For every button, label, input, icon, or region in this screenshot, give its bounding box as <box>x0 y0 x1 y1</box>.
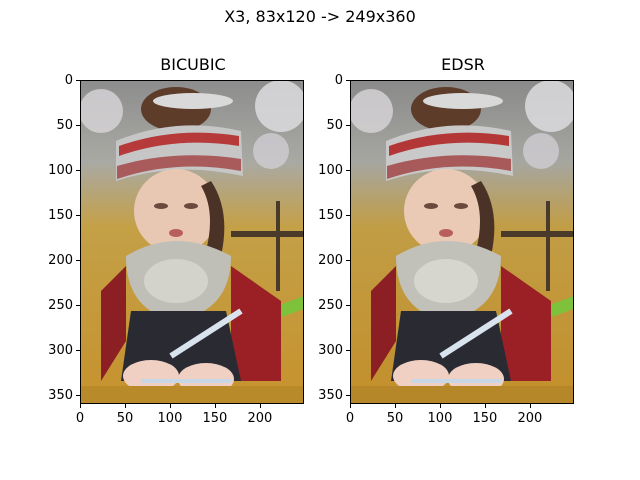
x-tick-mark <box>124 404 126 408</box>
y-tick-mark <box>346 260 350 261</box>
y-tick-label: 250 <box>318 298 343 313</box>
y-tick-label: 350 <box>318 388 343 403</box>
y-tick-mark <box>346 170 350 171</box>
y-tick-mark <box>346 395 350 396</box>
y-tick-label: 150 <box>318 208 343 223</box>
y-tick-mark <box>346 350 350 351</box>
y-tick-mark <box>346 215 350 216</box>
x-tick-label: 50 <box>386 411 404 426</box>
y-tick-label: 50 <box>56 118 73 133</box>
x-tick-label: 50 <box>116 411 134 426</box>
x-tick-label: 150 <box>202 411 228 426</box>
x-tick-label: 150 <box>472 411 498 426</box>
y-tick-mark <box>76 80 80 81</box>
y-tick-label: 100 <box>48 163 73 178</box>
image-axes <box>80 80 304 404</box>
x-tick-mark <box>169 404 171 408</box>
y-tick-mark <box>76 260 80 261</box>
y-tick-label: 50 <box>326 118 343 133</box>
y-tick-label: 300 <box>48 343 73 358</box>
y-tick-mark <box>76 170 80 171</box>
y-tick-label: 0 <box>334 73 343 88</box>
image-axes <box>350 80 574 404</box>
x-tick-mark <box>80 404 81 408</box>
y-tick-label: 200 <box>318 253 343 268</box>
y-tick-mark <box>346 305 350 306</box>
y-tick-mark <box>76 395 80 396</box>
x-tick-label: 200 <box>517 411 543 426</box>
x-tick-label: 100 <box>157 411 183 426</box>
y-tick-label: 200 <box>48 253 73 268</box>
y-tick-mark <box>76 305 80 306</box>
y-tick-mark <box>346 80 350 81</box>
y-tick-label: 250 <box>48 298 73 313</box>
x-tick-mark <box>394 404 396 408</box>
y-tick-label: 0 <box>64 73 73 88</box>
x-tick-label: 100 <box>427 411 453 426</box>
x-tick-mark <box>214 404 216 408</box>
x-tick-label: 0 <box>75 411 85 426</box>
x-tick-label: 0 <box>345 411 355 426</box>
y-tick-label: 100 <box>318 163 343 178</box>
y-tick-mark <box>76 350 80 351</box>
panel-title: EDSR <box>441 55 485 74</box>
panel-title: BICUBIC <box>160 55 226 74</box>
x-tick-mark <box>529 404 531 408</box>
x-tick-label: 200 <box>247 411 273 426</box>
y-tick-label: 150 <box>48 208 73 223</box>
y-tick-mark <box>76 215 80 216</box>
x-tick-mark <box>439 404 441 408</box>
y-tick-mark <box>346 125 350 126</box>
y-tick-label: 300 <box>318 343 343 358</box>
figure-title: X3, 83x120 -> 249x360 <box>224 7 416 26</box>
y-tick-label: 350 <box>48 388 73 403</box>
x-tick-mark <box>350 404 351 408</box>
y-tick-mark <box>76 125 80 126</box>
upscaled-photo <box>351 81 573 403</box>
upscaled-photo <box>81 81 303 403</box>
x-tick-mark <box>484 404 486 408</box>
x-tick-mark <box>259 404 261 408</box>
